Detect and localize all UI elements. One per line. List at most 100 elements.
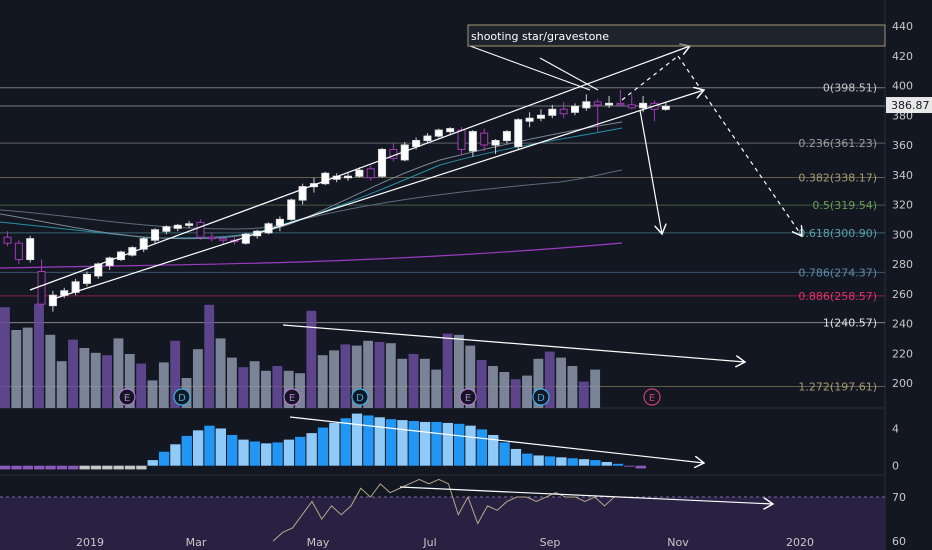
fib-level-label: 1(240.57) (823, 317, 877, 330)
oscillator-bar (22, 465, 34, 470)
volume-bars (0, 303, 601, 408)
oscillator-bar (363, 415, 374, 466)
drawings: shooting star/gravestone (29, 24, 886, 362)
volume-bar (22, 327, 33, 408)
candle-body (37, 270, 46, 305)
oscillator-bar (522, 453, 533, 466)
oscillator-bar (11, 465, 22, 470)
volume-bar (488, 366, 498, 408)
candle-body (219, 238, 228, 241)
oscillator-bar (567, 458, 578, 466)
oscillator-bar (351, 413, 363, 466)
volume-bar (215, 338, 226, 408)
candle-body (82, 273, 91, 284)
oscillator-bar (181, 435, 192, 466)
volume-bar (0, 307, 10, 408)
oscillator-bar (68, 465, 79, 470)
oscillator-bar (147, 460, 158, 466)
candlesticks[interactable] (3, 89, 670, 312)
oscillator-bar (590, 460, 601, 466)
candle-body (26, 238, 35, 261)
oscillator-bar (238, 439, 249, 466)
oscillator-bar (556, 457, 567, 466)
channel-upper-line (29, 46, 690, 291)
volume-bar (192, 349, 203, 408)
volume-bar (11, 330, 22, 408)
oscillator-bar (499, 442, 510, 466)
candle-body (468, 131, 477, 152)
oscillator-bar (488, 434, 499, 466)
fib-level-label: 0.786(274.37) (798, 266, 877, 279)
oscillator-bar (624, 465, 635, 467)
candle-body (173, 224, 182, 229)
oscillator-bar (578, 459, 590, 466)
candle-body (446, 128, 455, 133)
volume-bar (476, 360, 487, 408)
oscillator-tick-label: 4 (892, 422, 899, 435)
oscillator-bar (136, 465, 147, 470)
candle-body (94, 263, 103, 277)
volume-bar (465, 345, 476, 408)
volume-bar (34, 303, 44, 408)
volume-bar (170, 340, 181, 408)
oscillator-bar (79, 465, 90, 470)
oscillator-bar (397, 420, 408, 466)
candle-body (412, 140, 421, 147)
volume-bar (136, 363, 147, 408)
time-tick-label: Nov (667, 536, 689, 549)
price-tick-label: 220 (892, 347, 913, 360)
candle-body (434, 129, 443, 137)
oscillator-bar (374, 417, 385, 466)
annotation-pointer (469, 45, 591, 91)
event-marker (118, 388, 136, 406)
volume-bar (147, 380, 158, 408)
volume-bar (408, 354, 419, 408)
volume-bar (397, 358, 408, 408)
candle-body (3, 236, 12, 244)
oscillator-bar (227, 434, 238, 466)
fib-level-label: 1.272(197.61) (798, 381, 877, 394)
candle-body (548, 108, 557, 116)
price-tick-label: 200 (892, 377, 913, 390)
price-tick-label: 400 (892, 80, 913, 93)
volume-bar (544, 351, 555, 408)
oscillator-bar (272, 442, 283, 466)
oscillator-bar (0, 465, 11, 470)
volume-bar (351, 345, 362, 408)
oscillator-bar (533, 455, 544, 466)
candle-body (514, 119, 523, 147)
candle-body (536, 114, 545, 119)
event-marker-letter: E (465, 393, 471, 404)
oscillator-bar (306, 433, 317, 466)
ma-line-slow (0, 169, 623, 230)
candle-body (264, 223, 273, 234)
time-tick-label: Sep (540, 536, 561, 549)
time-tick-label: Jul (422, 536, 436, 549)
candle-body (344, 175, 352, 179)
oscillator-bar (34, 465, 45, 470)
volume-bar (56, 361, 67, 408)
rsi-tick-label: 60 (892, 535, 906, 548)
event-marker-letter: E (649, 393, 655, 404)
volume-bar (556, 357, 566, 408)
oscillator-bar (124, 465, 136, 470)
volume-bar (227, 357, 237, 408)
candle-body (559, 108, 568, 115)
oscillator-bar (113, 465, 124, 470)
candle-body (48, 294, 57, 307)
volume-bar (363, 340, 374, 408)
volume-bar (522, 375, 532, 408)
price-tick-label: 360 (892, 139, 913, 152)
event-marker (283, 388, 301, 406)
volume-bar (249, 361, 260, 408)
event-marker-letter: D (178, 393, 186, 404)
last-price-label: 386.87 (891, 99, 930, 112)
ma-line-long (0, 242, 623, 269)
rsi-line (272, 478, 615, 542)
candle-body (287, 199, 296, 220)
oscillator-bar (329, 422, 340, 466)
fib-level-label: 0.886(258.57) (798, 290, 877, 303)
oscillator-bar (431, 421, 442, 466)
